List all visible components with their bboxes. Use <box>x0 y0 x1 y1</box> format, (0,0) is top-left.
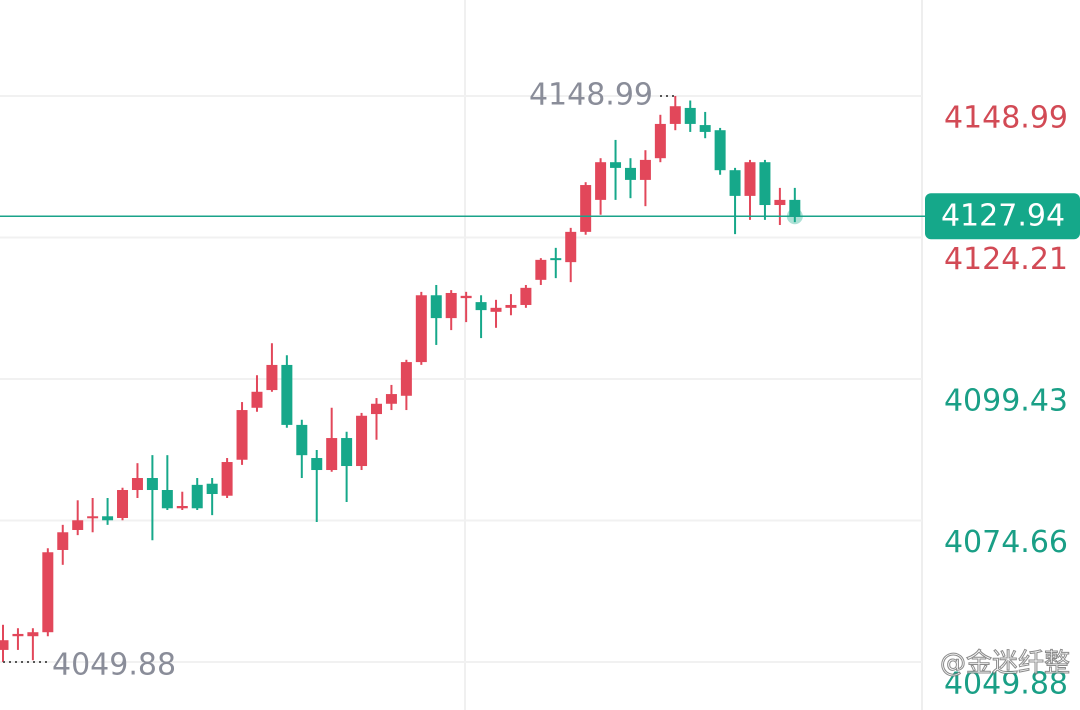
candle-body <box>341 438 353 467</box>
candle-body <box>654 123 666 159</box>
candle-body <box>759 162 771 206</box>
candle-body <box>415 295 427 363</box>
candle-body <box>27 632 39 637</box>
candle-body <box>206 483 218 495</box>
candle-body <box>580 185 592 232</box>
candle-body <box>505 304 517 308</box>
candle-body <box>445 292 457 319</box>
candle-body <box>624 167 636 180</box>
candle-body <box>356 415 368 467</box>
candle-body <box>12 633 24 637</box>
candle-body <box>610 162 622 168</box>
candle-body <box>714 130 726 171</box>
current-dot <box>786 208 803 225</box>
candle-body <box>595 162 607 200</box>
candle-body <box>281 364 293 425</box>
candle-body <box>102 516 114 521</box>
candle-body <box>490 307 502 312</box>
candle-body <box>191 484 203 509</box>
candle-body <box>729 170 741 196</box>
candle-body <box>266 364 278 391</box>
candle-body <box>296 424 308 456</box>
candle-body <box>176 506 188 509</box>
candle-body <box>789 199 801 217</box>
candle-body <box>236 410 248 460</box>
y-tick-label: 4099.43 <box>944 384 1068 419</box>
candle-body <box>72 520 84 530</box>
watermark: @金迷纤整 <box>940 649 1070 679</box>
candle-body <box>699 125 711 132</box>
y-tick-label: 4074.66 <box>944 525 1068 560</box>
high-label: 4148.99 <box>529 78 653 113</box>
candle-body <box>565 231 577 263</box>
candle-body <box>117 490 129 518</box>
candle-body <box>311 458 323 471</box>
candle-body <box>326 438 338 471</box>
candle-body <box>744 162 756 196</box>
price-badge-label: 4127.94 <box>941 199 1065 234</box>
candle-body <box>161 490 173 509</box>
candle-body <box>221 462 233 496</box>
candle-body <box>550 258 562 261</box>
candle-body <box>87 516 99 519</box>
candle-body <box>371 403 382 415</box>
price-badge <box>925 193 1080 240</box>
candle-body <box>520 287 532 305</box>
candle-body <box>400 362 412 396</box>
candle-body <box>535 259 547 280</box>
candle-body <box>684 107 696 124</box>
candle-body <box>42 552 54 633</box>
candle-body <box>669 106 681 124</box>
candle-body <box>774 199 786 206</box>
low-label: 4049.88 <box>52 648 176 683</box>
candle-body <box>430 295 442 319</box>
candle-body <box>57 532 69 550</box>
y-tick-label: 4124.21 <box>944 242 1068 277</box>
candle-body <box>0 640 9 650</box>
candle-body <box>639 159 651 180</box>
candle-body <box>131 478 143 491</box>
candle-body <box>460 295 472 299</box>
y-tick-label: 4049.88 <box>944 667 1068 702</box>
candle-body <box>475 302 487 311</box>
candle-body <box>385 394 397 404</box>
y-tick-label: 4148.99 <box>944 101 1068 136</box>
candle-body <box>251 391 263 408</box>
candle-body <box>146 478 158 491</box>
